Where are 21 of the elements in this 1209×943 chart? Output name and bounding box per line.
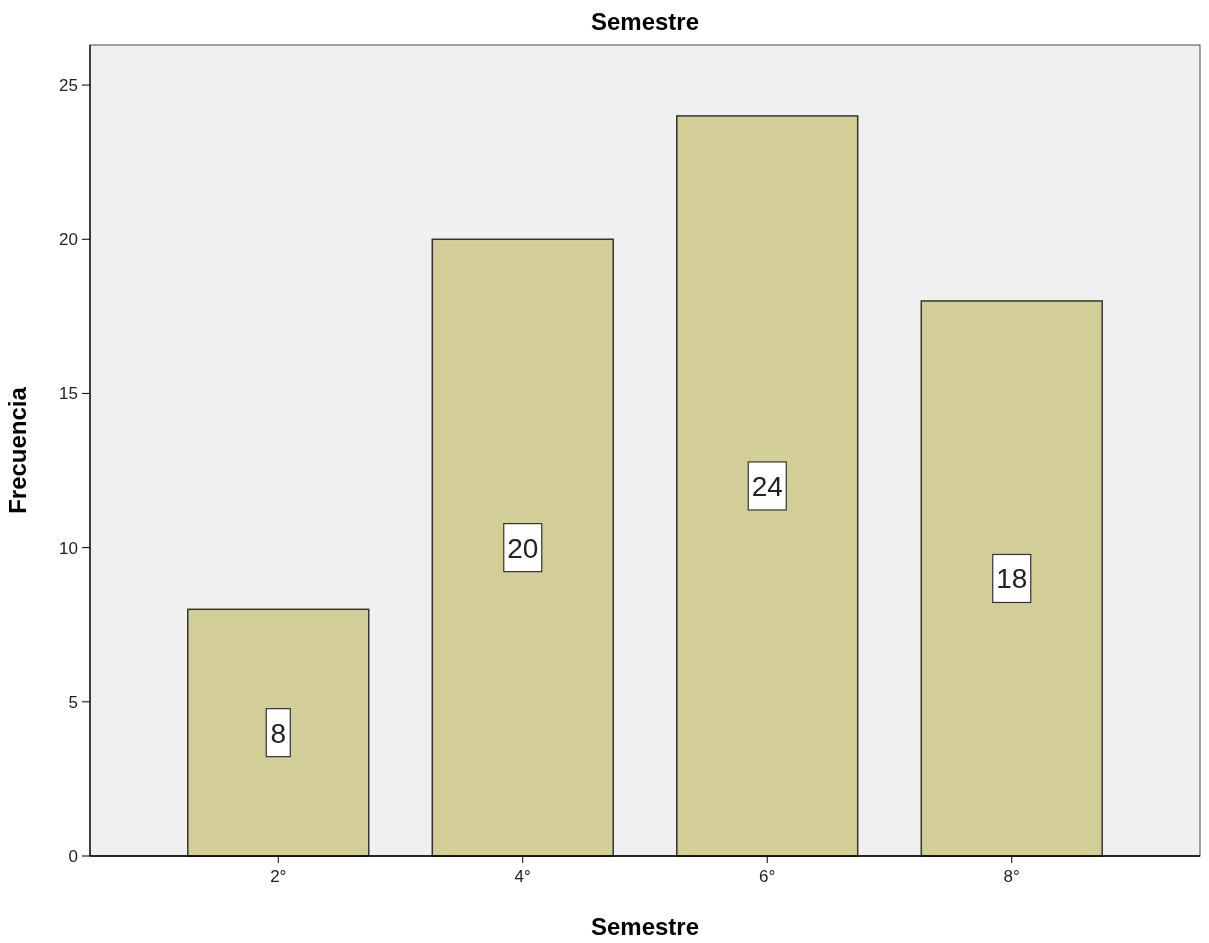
- data-label: 24: [751, 470, 783, 502]
- data-label: 18: [996, 563, 1028, 595]
- data-label: 20: [507, 532, 539, 564]
- y-tick-label: 25: [59, 76, 78, 96]
- x-tick-label: 2°: [270, 867, 287, 886]
- x-axis-title: Semestre: [590, 913, 700, 940]
- y-tick-label: 5: [68, 692, 78, 712]
- y-axis-title: Frecuencia: [4, 386, 31, 514]
- data-label: 8: [270, 717, 287, 749]
- y-tick-label: 10: [59, 538, 78, 558]
- y-tick-label: 0: [68, 847, 78, 866]
- bar: [187, 608, 370, 857]
- bar: [431, 238, 614, 857]
- bar: [676, 115, 859, 857]
- x-tick-label: 8°: [1003, 867, 1020, 886]
- y-tick-label: 20: [59, 230, 78, 250]
- x-tick-label: 6°: [759, 867, 776, 886]
- x-tick-label: 4°: [514, 867, 531, 886]
- bar: [920, 300, 1103, 857]
- y-tick-label: 15: [59, 384, 78, 404]
- chart-title: Semestre: [590, 8, 700, 35]
